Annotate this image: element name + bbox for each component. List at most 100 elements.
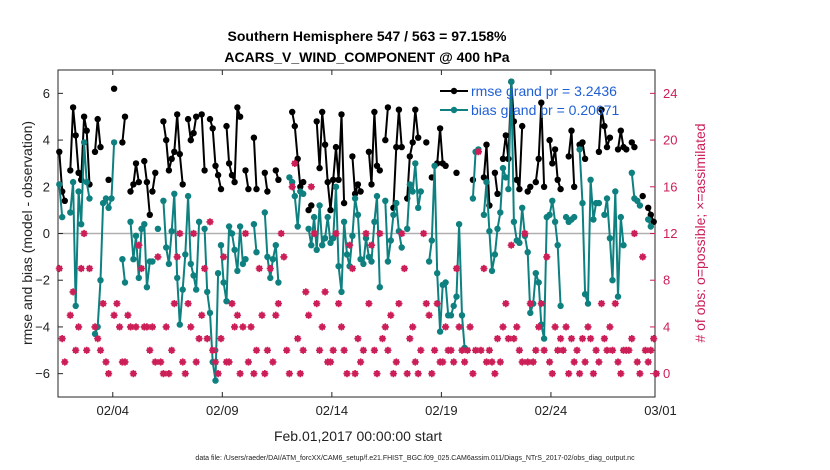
bias-point: [584, 300, 592, 307]
bias-point: [398, 244, 405, 251]
obs-assimilated-marker: [337, 323, 346, 331]
obs-assimilated-marker: [504, 335, 512, 343]
obs-assimilated-marker: [376, 229, 384, 238]
x-tick-label: 02/14: [316, 403, 349, 418]
rmse-point: [532, 178, 539, 186]
bias-point: [220, 279, 227, 286]
bias-point: [127, 218, 134, 225]
obs-assimilated-marker: [633, 358, 641, 366]
y-tick-label: 2: [43, 179, 50, 194]
obs-assimilated-marker: [650, 335, 658, 343]
obs-assimilated-marker: [137, 264, 146, 273]
rmse-point: [480, 174, 488, 181]
bias-point: [242, 256, 249, 263]
obs-assimilated-marker: [302, 288, 310, 296]
obs-assimilated-marker: [135, 241, 143, 249]
rmse-point: [327, 206, 334, 214]
obs-assimilated-marker: [146, 346, 154, 354]
rmse-point: [289, 108, 296, 116]
obs-assimilated-marker: [576, 370, 584, 378]
bias-point: [488, 267, 496, 275]
bias-point: [250, 221, 258, 228]
obs-assimilated-marker: [409, 323, 417, 331]
rmse-point: [242, 167, 249, 174]
bias-line: [69, 142, 91, 306]
obs-assimilated-marker: [488, 358, 496, 366]
rmse-point: [121, 113, 129, 120]
bias-line: [428, 165, 466, 348]
rmse-point: [535, 155, 542, 162]
bias-point: [206, 309, 214, 317]
bias-point: [581, 291, 589, 298]
obs-assimilated-marker: [165, 370, 173, 378]
rmse-point: [206, 115, 214, 123]
bias-point: [119, 256, 126, 263]
obs-assimilated-marker: [403, 370, 411, 378]
obs-assimilated-marker: [578, 335, 587, 343]
bias-point: [275, 279, 282, 286]
rmse-point: [94, 115, 101, 123]
rmse-point: [549, 160, 556, 167]
obs-assimilated-marker: [431, 346, 439, 354]
obs-assimilated-marker: [351, 370, 359, 378]
obs-assimilated-marker: [581, 358, 589, 366]
rmse-point: [253, 185, 260, 193]
bias-point: [338, 288, 345, 296]
y-right-tick-label: 24: [663, 86, 677, 101]
obs-assimilated-marker: [105, 370, 113, 378]
obs-assimilated-marker: [458, 346, 466, 354]
bias-point: [349, 232, 356, 239]
obs-assimilated-marker: [373, 370, 381, 378]
bias-point: [617, 213, 624, 221]
obs-assimilated-marker: [244, 358, 252, 366]
bias-point: [647, 223, 654, 230]
rmse-point: [149, 188, 156, 195]
bias-point: [636, 202, 644, 209]
obs-assimilated-marker: [608, 346, 617, 354]
obs-assimilated-marker: [381, 323, 389, 331]
obs-assimilated-marker: [554, 346, 562, 354]
bias-point: [362, 235, 370, 242]
obs-assimilated-marker: [307, 183, 315, 191]
rmse-line: [351, 156, 362, 195]
bias-point: [182, 251, 189, 258]
y-tick-label: −2: [35, 273, 50, 288]
rmse-point: [297, 183, 304, 190]
obs-assimilated-marker: [335, 300, 343, 308]
bias-point: [300, 190, 307, 197]
rmse-point: [406, 153, 413, 160]
obs-assimilated-marker: [644, 358, 652, 366]
rmse-point: [319, 108, 326, 116]
bias-point: [360, 260, 367, 268]
rmse-point: [376, 167, 383, 174]
obs-assimilated-marker: [132, 323, 140, 331]
bias-point: [316, 202, 323, 209]
obs-assimilated-marker: [266, 264, 274, 273]
bias-point: [612, 188, 619, 195]
obs-assimilated-marker: [469, 370, 477, 378]
rmse-point: [146, 211, 153, 218]
obs-assimilated-marker: [261, 370, 269, 378]
bias-point: [239, 260, 247, 268]
rmse-point: [80, 113, 88, 120]
bias-point: [228, 230, 236, 237]
rmse-point: [513, 176, 520, 183]
obs-assimilated-marker: [354, 335, 362, 343]
obs-assimilated-marker: [176, 229, 184, 238]
obs-assimilated-marker: [425, 311, 433, 319]
bias-point: [486, 228, 493, 235]
x-axis-label: Feb.01,2017 00:00:00 start: [274, 428, 442, 444]
rmse-point: [69, 104, 77, 111]
obs-assimilated-marker: [83, 346, 91, 354]
rmse-point: [639, 192, 646, 200]
bias-point: [603, 195, 611, 202]
rmse-point: [393, 143, 400, 151]
x-tick-label: 02/24: [535, 403, 568, 418]
obs-assimilated-marker: [85, 264, 94, 273]
obs-assimilated-marker: [513, 323, 521, 331]
bias-point: [324, 213, 331, 221]
bias-point: [72, 302, 79, 310]
bias-point: [286, 174, 293, 181]
bias-point: [415, 204, 422, 211]
